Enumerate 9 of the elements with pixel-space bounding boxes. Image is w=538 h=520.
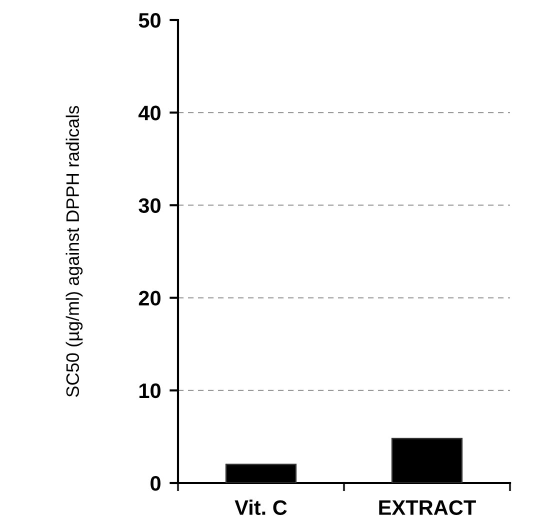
- y-tick-label: 20: [138, 290, 160, 306]
- y-tick-label: 40: [138, 106, 160, 120]
- y-tick-label: 30: [138, 198, 160, 213]
- y-tick-label: 10: [139, 383, 160, 398]
- x-tick-label: Vit. C: [234, 500, 287, 515]
- y-tick-label: 50: [138, 13, 160, 28]
- y-tick-label: 0: [150, 476, 160, 491]
- x-tick-label: EXTRACT: [379, 500, 476, 515]
- y-axis-title: SC50 (µg/ml) against DPPH radicals: [66, 106, 83, 397]
